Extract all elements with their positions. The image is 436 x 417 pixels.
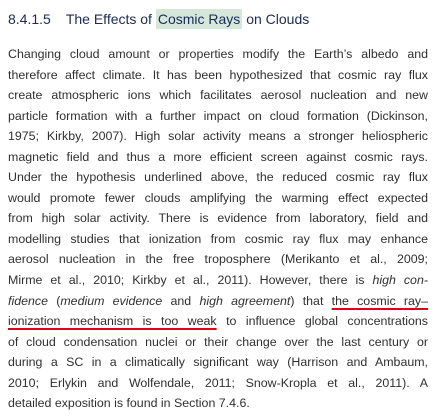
text-line: Under the hypothesis underlined above, t… xyxy=(8,170,428,185)
text-line: would promote fewer clouds amplifying th… xyxy=(8,190,428,205)
highlighted-term: Cosmic Rays xyxy=(155,9,243,29)
text-line: therefore affect climate. It has been hy… xyxy=(8,67,428,82)
line-text: to influence global concentrations xyxy=(226,314,428,329)
text-line: create atmospheric ions which facilitate… xyxy=(8,88,428,103)
emphasis-text: fidence xyxy=(8,293,48,308)
paragraph: Changing cloud amount or properties modi… xyxy=(8,44,428,414)
text-line: during a SC in a climatically significan… xyxy=(8,355,428,370)
text-line: modelling studies that ionization from c… xyxy=(8,231,428,246)
section-number: 8.4.1.5 xyxy=(8,11,51,27)
line-text: Mirme et al., 2010; Kirkby et al., 2011)… xyxy=(8,273,365,288)
text-line: fidence (medium evidence and high agreem… xyxy=(8,291,428,312)
line-text: ) that xyxy=(290,293,324,308)
line-text: and xyxy=(170,293,192,308)
text-line: of cloud condensation nuclei or their ch… xyxy=(8,334,428,349)
section-heading: 8.4.1.5 The Effects of Cosmic Rays on Cl… xyxy=(8,6,309,32)
line-text: ( xyxy=(56,293,61,308)
text-line: ionization mechanism is too weak to infl… xyxy=(8,311,428,332)
text-line: 2010; Erlykin and Wolfendale, 2011; Snow… xyxy=(8,375,428,390)
text-line: aerosol nucleation in the free troposphe… xyxy=(8,252,428,267)
text-line: detailed exposition is found in Section … xyxy=(8,396,250,411)
emphasis-text: medium evidence xyxy=(60,293,163,308)
text-line: from high solar activity. There is evide… xyxy=(8,211,428,226)
text-line: Mirme et al., 2010; Kirkby et al., 2011)… xyxy=(8,270,428,291)
text-line: magnetic field and thus a more efficient… xyxy=(8,149,428,164)
underlined-claim: the cosmic ray– xyxy=(331,293,428,308)
underlined-claim: ionization mechanism is too weak xyxy=(8,314,217,329)
section-title-pre: The Effects of xyxy=(65,11,152,27)
text-line: Changing cloud amount or properties modi… xyxy=(8,47,428,61)
text-line: 1975; Kirkby, 2007). High solar activity… xyxy=(8,129,428,144)
emphasis-text: high con- xyxy=(372,273,428,288)
text-line: particle formation with a further impact… xyxy=(8,108,428,123)
section-title-post: on Clouds xyxy=(246,11,310,27)
emphasis-text: high agreement xyxy=(199,293,291,308)
